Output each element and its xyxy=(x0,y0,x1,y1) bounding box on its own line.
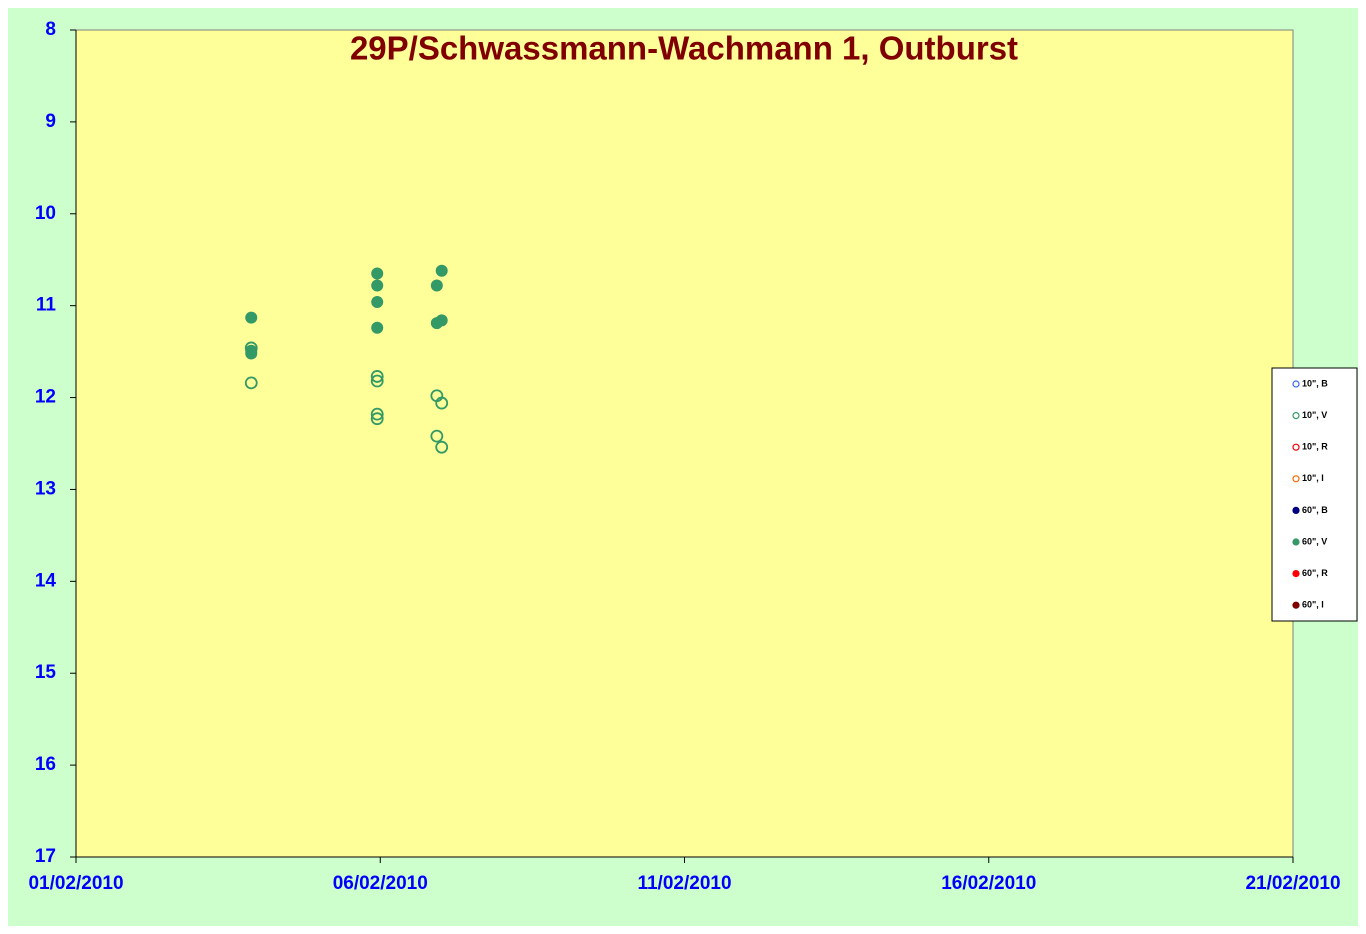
y-tick-label: 11 xyxy=(36,295,57,316)
x-tick-label: 21/02/2010 xyxy=(1245,873,1340,894)
legend-label: 10", I xyxy=(1302,473,1324,483)
data-point xyxy=(435,440,449,454)
legend-label: 60", I xyxy=(1302,600,1324,610)
data-point xyxy=(245,347,258,360)
data-point xyxy=(370,412,384,426)
y-tick-label: 12 xyxy=(35,387,56,408)
data-point xyxy=(244,376,258,390)
y-tick-label: 15 xyxy=(35,662,57,683)
chart-title: 29P/Schwassmann-Wachmann 1, Outburst xyxy=(350,30,1018,67)
plot-area xyxy=(75,29,1294,858)
data-point xyxy=(371,267,384,280)
data-point xyxy=(371,321,384,334)
y-tick-label: 14 xyxy=(35,570,57,591)
data-point xyxy=(435,264,448,277)
data-point xyxy=(370,407,384,421)
y-tick-label: 17 xyxy=(35,846,56,867)
legend-label: 10", R xyxy=(1302,442,1328,452)
legend-marker xyxy=(1292,380,1300,388)
y-tick-label: 13 xyxy=(35,478,56,499)
y-tick-label: 9 xyxy=(45,111,56,132)
y-tick-label: 8 xyxy=(45,19,56,40)
legend-marker xyxy=(1292,601,1300,609)
legend-label: 10", B xyxy=(1302,378,1328,388)
data-point xyxy=(370,374,384,388)
data-point xyxy=(370,370,384,383)
legend-marker xyxy=(1292,569,1300,578)
data-point xyxy=(245,311,258,324)
x-tick-label: 16/02/2010 xyxy=(941,873,1036,894)
y-tick-label: 16 xyxy=(35,754,56,775)
y-tick-label: 10 xyxy=(35,203,56,224)
legend-label: 60", B xyxy=(1302,505,1328,515)
legend-label: 60", V xyxy=(1302,536,1327,546)
legend-marker xyxy=(1292,475,1300,483)
legend-label: 10", V xyxy=(1302,410,1327,420)
data-point xyxy=(371,279,384,292)
x-tick-label: 01/02/2010 xyxy=(28,873,123,894)
data-point xyxy=(371,295,384,308)
legend-marker xyxy=(1292,506,1300,514)
x-tick-label: 06/02/2010 xyxy=(333,873,428,894)
legend-label: 60", R xyxy=(1302,568,1328,578)
data-point xyxy=(430,429,444,443)
data-point xyxy=(430,279,443,292)
legend-marker xyxy=(1292,443,1300,451)
legend-marker xyxy=(1292,538,1300,546)
legend xyxy=(1271,367,1358,622)
x-tick-label: 11/02/2010 xyxy=(637,873,731,894)
data-point xyxy=(435,314,448,327)
data-point xyxy=(435,396,449,410)
legend-marker xyxy=(1292,412,1300,420)
